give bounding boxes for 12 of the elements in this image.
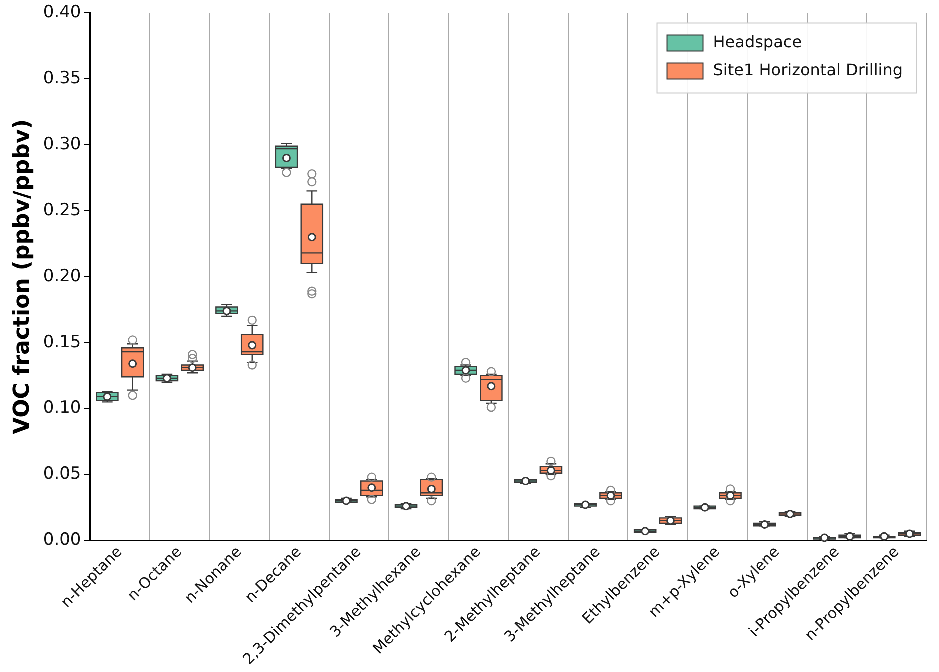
y-tick-label: 0.40 (43, 2, 82, 23)
y-tick-label: 0.05 (43, 464, 82, 484)
y-tick-label: 0.30 (43, 134, 82, 154)
y-axis-title: VOC fraction (ppbv/ppbv) (10, 119, 35, 435)
y-tick-label: 0.20 (43, 266, 82, 286)
y-tick-label: 0.00 (43, 530, 82, 550)
legend-label: Site1 Horizontal Drilling (713, 60, 904, 80)
y-tick-label: 0.35 (43, 68, 82, 89)
y-tick-label: 0.15 (43, 332, 82, 352)
legend-label: Headspace (713, 32, 802, 52)
y-tick-label: 0.10 (43, 398, 82, 418)
y-tick-label: 0.25 (43, 200, 82, 220)
